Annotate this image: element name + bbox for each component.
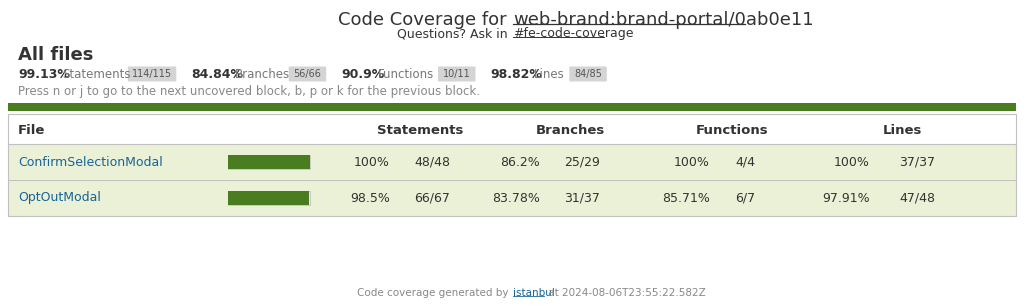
Text: 25/29: 25/29 bbox=[564, 156, 600, 168]
Text: All files: All files bbox=[18, 46, 93, 64]
Text: Questions? Ask in: Questions? Ask in bbox=[397, 27, 512, 41]
Text: 97.91%: 97.91% bbox=[822, 192, 870, 204]
Text: 56/66: 56/66 bbox=[294, 69, 322, 79]
Text: 4/4: 4/4 bbox=[735, 156, 755, 168]
Text: Functions: Functions bbox=[696, 124, 769, 138]
FancyBboxPatch shape bbox=[438, 66, 475, 81]
Text: OptOutModal: OptOutModal bbox=[18, 192, 101, 204]
FancyBboxPatch shape bbox=[128, 66, 176, 81]
Text: Code Coverage for: Code Coverage for bbox=[338, 11, 512, 29]
Text: web-brand:brand-portal/0ab0e11: web-brand:brand-portal/0ab0e11 bbox=[513, 11, 814, 29]
Text: Press n or j to go to the next uncovered block, b, p or k for the previous block: Press n or j to go to the next uncovered… bbox=[18, 84, 480, 98]
Bar bbox=[228, 191, 310, 205]
Text: at 2024-08-06T23:55:22.582Z: at 2024-08-06T23:55:22.582Z bbox=[545, 288, 706, 298]
Bar bbox=[8, 103, 1016, 111]
Bar bbox=[8, 144, 1016, 180]
Text: 66/67: 66/67 bbox=[414, 192, 450, 204]
Text: 90.9%: 90.9% bbox=[341, 67, 384, 81]
Text: 47/48: 47/48 bbox=[899, 192, 935, 204]
Text: 84.84%: 84.84% bbox=[191, 67, 244, 81]
Text: 85.71%: 85.71% bbox=[663, 192, 710, 204]
Bar bbox=[8, 114, 1016, 216]
Bar bbox=[8, 180, 1016, 216]
Text: Branches: Branches bbox=[236, 67, 290, 81]
Text: 99.13%: 99.13% bbox=[18, 67, 70, 81]
FancyBboxPatch shape bbox=[289, 66, 327, 81]
Text: Functions: Functions bbox=[378, 67, 434, 81]
Text: 86.2%: 86.2% bbox=[501, 156, 540, 168]
Bar bbox=[8, 114, 1016, 144]
Text: 84/85: 84/85 bbox=[574, 69, 602, 79]
Text: Lines: Lines bbox=[535, 67, 565, 81]
Text: 100%: 100% bbox=[354, 156, 390, 168]
Text: 98.82%: 98.82% bbox=[490, 67, 543, 81]
Text: 98.5%: 98.5% bbox=[350, 192, 390, 204]
Text: 83.78%: 83.78% bbox=[493, 192, 540, 204]
Text: 6/7: 6/7 bbox=[735, 192, 755, 204]
Bar bbox=[228, 155, 310, 169]
Text: Code coverage generated by: Code coverage generated by bbox=[357, 288, 512, 298]
FancyBboxPatch shape bbox=[569, 66, 607, 81]
Text: ConfirmSelectionModal: ConfirmSelectionModal bbox=[18, 156, 163, 168]
Text: Statements: Statements bbox=[61, 67, 130, 81]
Text: Statements: Statements bbox=[377, 124, 463, 138]
Text: 114/115: 114/115 bbox=[132, 69, 172, 79]
Text: 100%: 100% bbox=[835, 156, 870, 168]
Bar bbox=[228, 191, 309, 205]
Text: istanbul: istanbul bbox=[513, 288, 555, 298]
Text: 48/48: 48/48 bbox=[414, 156, 450, 168]
Text: 10/11: 10/11 bbox=[442, 69, 471, 79]
Bar bbox=[228, 155, 310, 169]
Text: #fe-code-coverage: #fe-code-coverage bbox=[513, 27, 634, 41]
Text: File: File bbox=[18, 124, 45, 138]
Text: Lines: Lines bbox=[883, 124, 923, 138]
Text: 31/37: 31/37 bbox=[564, 192, 600, 204]
Text: Branches: Branches bbox=[536, 124, 604, 138]
Text: 37/37: 37/37 bbox=[899, 156, 935, 168]
Text: 100%: 100% bbox=[674, 156, 710, 168]
